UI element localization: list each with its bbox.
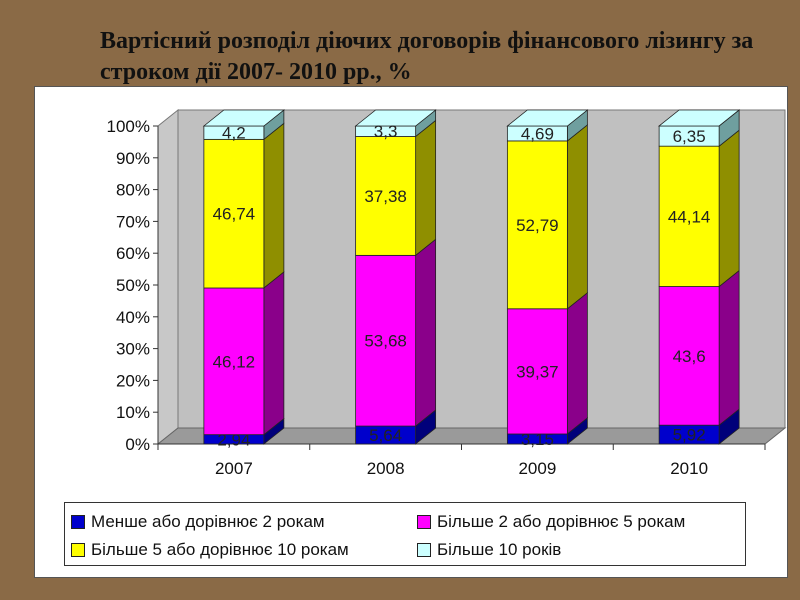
legend-swatch [71, 543, 85, 557]
bar-top [202, 109, 286, 127]
data-label: 6,35 [673, 127, 706, 146]
bar-segment [203, 287, 265, 436]
bar-side [263, 122, 285, 289]
y-tick-label: 80% [116, 181, 150, 200]
side-wall [157, 108, 179, 446]
y-tick-label: 90% [116, 149, 150, 168]
legend-swatch [71, 515, 85, 529]
bar-side [566, 124, 588, 310]
bar-segment [506, 140, 568, 310]
y-tick-label: 60% [116, 244, 150, 263]
x-tick-label: 2009 [518, 459, 556, 478]
y-tick-label: 10% [116, 403, 150, 422]
data-label: 44,14 [668, 207, 711, 226]
data-label: 4,69 [521, 124, 554, 143]
data-label: 39,37 [516, 362, 559, 381]
legend-label: Менше або дорівнює 2 рокам [91, 512, 325, 531]
bar-side [718, 129, 740, 288]
bar-side [415, 119, 437, 257]
bar-segment [658, 145, 720, 287]
legend-item: Більше 5 або дорівнює 10 рокам [71, 539, 349, 561]
data-label: 4,2 [222, 124, 246, 143]
legend-label: Більше 5 або дорівнює 10 рокам [91, 540, 349, 559]
x-tick-label: 2007 [215, 459, 253, 478]
data-label: 53,68 [364, 332, 407, 351]
data-label: 43,6 [673, 347, 706, 366]
y-tick-label: 50% [116, 276, 150, 295]
bar-side [566, 291, 588, 435]
y-tick-label: 20% [116, 371, 150, 390]
y-tick-label: 40% [116, 308, 150, 327]
bar-side [415, 238, 437, 427]
bar-side [718, 269, 740, 427]
x-tick-label: 2010 [670, 459, 708, 478]
bar-segment [355, 136, 417, 256]
y-tick-label: 100% [107, 117, 150, 136]
data-label: 2,94 [217, 430, 250, 449]
bar-segment [658, 286, 720, 426]
bar-side [263, 271, 285, 436]
legend-item: Більше 2 або дорівнює 5 рокам [417, 511, 685, 533]
legend-item: Більше 10 років [417, 539, 561, 561]
y-tick-label: 30% [116, 340, 150, 359]
bar-segment [355, 254, 417, 427]
bar-top [506, 109, 589, 127]
data-label: 46,74 [213, 205, 256, 224]
data-label: 3,15 [521, 430, 554, 449]
legend-label: Більше 2 або дорівнює 5 рокам [437, 512, 686, 531]
data-label: 37,38 [364, 187, 407, 206]
bar-segment [506, 308, 568, 435]
x-tick-label: 2008 [367, 459, 405, 478]
legend-item: Менше або дорівнює 2 рокам [71, 511, 325, 533]
chart-legend: Менше або дорівнює 2 рокам Більше 2 або д… [64, 502, 746, 566]
y-tick-label: 0% [125, 435, 150, 454]
chart-title: Вартісний розподіл діючих договорів фіна… [100, 28, 754, 85]
data-label: 46,12 [213, 352, 256, 371]
bar-top [657, 109, 741, 127]
bar-top [354, 109, 437, 127]
data-label: 5,64 [369, 426, 402, 445]
legend-swatch [417, 543, 431, 557]
y-tick-label: 70% [116, 212, 150, 231]
data-label: 5,92 [673, 426, 706, 445]
legend-swatch [417, 515, 431, 529]
data-label: 52,79 [516, 216, 559, 235]
legend-label: Більше 10 років [437, 540, 562, 559]
data-label: 3,3 [374, 122, 398, 141]
